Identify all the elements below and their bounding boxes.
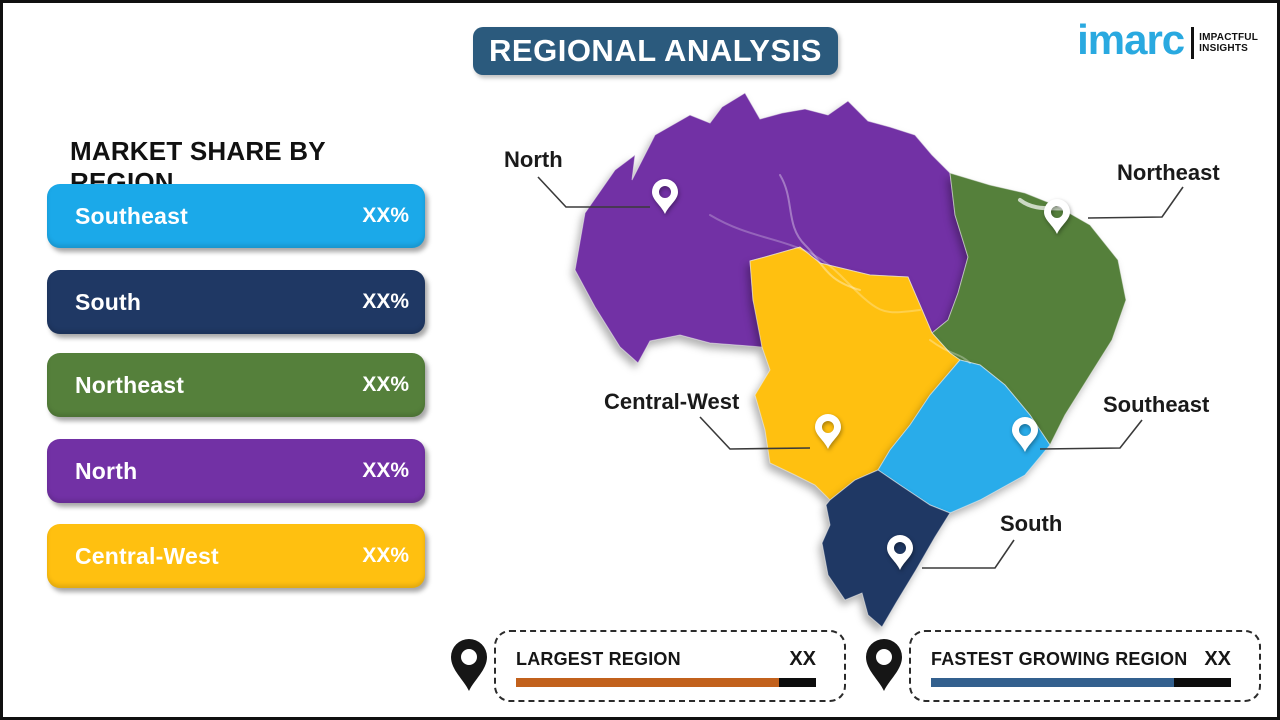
legend-item-label: South — [75, 288, 142, 315]
largest-region-pin-icon — [451, 639, 487, 691]
fastest-growing-region-label: FASTEST GROWING REGION — [931, 648, 1188, 669]
river-lines — [779, 174, 861, 291]
fastest-growing-region-value: XX — [1204, 647, 1231, 670]
legend-item-label: Northeast — [75, 371, 185, 398]
legend-item-value: XX% — [362, 373, 409, 396]
logo-tagline: IMPACTFUL INSIGHTS — [1199, 32, 1258, 54]
river-lines — [709, 214, 921, 314]
label-connector-south — [922, 539, 1015, 569]
largest-region-value: XX — [789, 647, 816, 670]
map-region-south — [821, 469, 951, 628]
river-lines — [929, 339, 971, 364]
fastest-growing-region-underline — [931, 678, 1231, 687]
legend-item-label: Southeast — [75, 202, 188, 229]
legend-item-central-west: Central-West XX% — [47, 524, 425, 588]
imarc-logo: imarc IMPACTFUL INSIGHTS — [1077, 18, 1258, 62]
underline-black-segment — [779, 678, 816, 687]
brazil-map — [537, 92, 1184, 628]
largest-region-underline — [516, 678, 816, 687]
map-label-south: South — [1000, 511, 1063, 536]
label-connector-central-west — [699, 416, 811, 450]
legend-item-label: North — [75, 457, 138, 484]
map-pin-southeast — [1012, 417, 1038, 452]
largest-region-callout: LARGEST REGION XX — [494, 630, 846, 702]
underline-black-segment — [1174, 678, 1231, 687]
map-pin-south — [887, 535, 913, 570]
legend-item-value: XX% — [362, 290, 409, 313]
imarc-brand-text: imarc — [1077, 16, 1185, 63]
fastest-growing-region-pin-icon — [866, 639, 902, 691]
logo-tagline-line2: INSIGHTS — [1199, 43, 1248, 54]
largest-region-label: LARGEST REGION — [516, 648, 681, 669]
map-pin-central-west — [815, 414, 841, 449]
legend-item-north: North XX% — [47, 439, 425, 503]
legend-item-value: XX% — [362, 544, 409, 567]
label-connector-southeast — [1039, 419, 1143, 450]
map-label-central-west: Central-West — [604, 389, 740, 414]
title-banner: REGIONAL ANALYSIS — [473, 27, 838, 75]
underline-colored-segment — [931, 678, 1175, 687]
fastest-growing-region-callout: FASTEST GROWING REGION XX — [909, 630, 1261, 702]
legend-item-label: Central-West — [75, 542, 219, 569]
map-label-southeast: Southeast — [1103, 392, 1210, 417]
legend-item-southeast: Southeast XX% — [47, 184, 425, 248]
map-pin-northeast — [1044, 199, 1070, 234]
logo-divider — [1191, 27, 1195, 59]
legend-item-south: South XX% — [47, 270, 425, 334]
map-label-north: North — [504, 147, 563, 172]
label-connector-northeast — [1087, 186, 1184, 219]
logo-tagline-line1: IMPACTFUL — [1199, 32, 1258, 43]
label-connector-north — [537, 176, 650, 208]
legend-item-northeast: Northeast XX% — [47, 353, 425, 417]
map-pin-north — [652, 179, 678, 214]
legend-item-value: XX% — [362, 459, 409, 482]
underline-colored-segment — [516, 678, 780, 687]
page-title: REGIONAL ANALYSIS — [489, 33, 822, 68]
map-label-northeast: Northeast — [1117, 160, 1220, 185]
legend-item-value: XX% — [362, 204, 409, 227]
